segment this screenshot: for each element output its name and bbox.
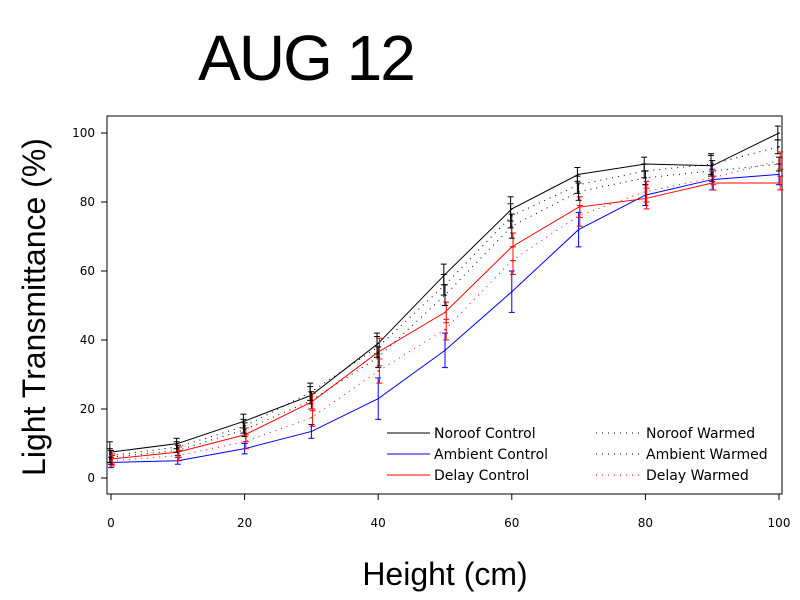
legend-item: Delay Control	[387, 468, 529, 484]
x-tick-label: 80	[638, 516, 653, 530]
series-layer	[106, 125, 784, 469]
legend-label: Delay Warmed	[646, 468, 749, 484]
error-bar	[576, 204, 583, 227]
error-bar	[510, 246, 516, 275]
data-point	[377, 370, 380, 372]
series-line	[110, 163, 780, 458]
y-axis-label: Light Transmittance (%)	[16, 138, 52, 476]
data-point	[711, 177, 713, 179]
error-bar	[574, 175, 581, 194]
data-point	[377, 397, 380, 400]
plot-frame	[106, 115, 783, 495]
data-point	[577, 173, 580, 176]
error-bar	[774, 125, 781, 141]
data-point	[444, 311, 446, 314]
data-point	[110, 456, 112, 459]
data-point	[310, 399, 313, 402]
data-point	[310, 416, 313, 419]
data-point	[577, 190, 580, 193]
series-line	[110, 182, 779, 460]
data-point	[778, 173, 780, 176]
legend-label: Noroof Control	[434, 426, 536, 442]
data-point	[377, 342, 380, 345]
error-bar	[242, 434, 249, 450]
data-point	[243, 420, 246, 422]
error-bar	[777, 175, 784, 191]
error-bar	[376, 358, 383, 384]
data-point	[644, 197, 647, 200]
x-tick-label: 20	[237, 516, 252, 530]
x-tick-label: 0	[107, 516, 115, 530]
y-axis: 0 20 40 60 80 100	[72, 126, 107, 485]
legend-item: Noroof Warmed	[596, 426, 755, 442]
error-bar	[176, 449, 182, 462]
legend-label: Ambient Warmed	[646, 447, 768, 463]
x-tick-label: 40	[371, 516, 386, 530]
chart-title: AUG 12	[198, 22, 414, 94]
data-point	[778, 159, 780, 162]
data-point	[577, 206, 580, 208]
error-bar	[643, 180, 650, 203]
data-point	[778, 146, 780, 148]
data-point	[511, 290, 513, 293]
series-line	[110, 173, 780, 463]
data-point	[110, 459, 112, 462]
y-tick-label: 40	[80, 333, 95, 347]
data-point	[444, 328, 446, 331]
error-bar	[777, 151, 784, 170]
data-point	[778, 163, 780, 165]
data-point	[711, 182, 713, 184]
legend-item: Ambient Warmed	[596, 447, 768, 463]
error-bar	[710, 170, 717, 186]
x-axis-label: Height (cm)	[362, 556, 527, 592]
y-tick-label: 0	[87, 471, 95, 485]
legend-item: Ambient Control	[387, 447, 548, 463]
series-group	[106, 139, 781, 463]
data-point	[377, 356, 380, 359]
data-point	[310, 430, 313, 433]
y-tick-label: 80	[80, 195, 95, 209]
legend-label: Ambient Control	[434, 447, 548, 463]
series-group	[108, 156, 782, 465]
legend-label: Delay Control	[434, 468, 529, 484]
series-line	[110, 160, 780, 462]
error-bar	[109, 455, 116, 467]
data-point	[511, 208, 513, 210]
legend: Noroof Control Ambient Control Delay Contr…	[387, 426, 768, 484]
data-point	[644, 190, 647, 193]
legend-label: Noroof Warmed	[646, 426, 755, 442]
legend-item: Delay Warmed	[596, 468, 749, 484]
error-bar	[309, 408, 316, 427]
series-group	[109, 151, 784, 467]
y-tick-label: 20	[80, 402, 95, 416]
data-point	[778, 132, 780, 134]
error-bar	[443, 318, 450, 341]
x-tick-label: 60	[504, 516, 519, 530]
data-point	[243, 440, 246, 443]
x-axis: 0 20 40 60 80 100	[107, 494, 790, 530]
data-point	[177, 442, 179, 445]
data-point	[243, 428, 246, 431]
legend-item: Noroof Control	[387, 426, 536, 442]
data-point	[177, 454, 179, 457]
error-bar	[240, 418, 247, 434]
data-point	[444, 294, 446, 296]
data-point	[577, 228, 580, 231]
series-group	[108, 163, 782, 469]
data-point	[577, 215, 580, 217]
y-tick-label: 100	[72, 126, 95, 140]
data-point	[778, 182, 780, 184]
data-point	[444, 349, 446, 352]
y-tick-label: 60	[80, 264, 95, 278]
data-point	[511, 225, 513, 227]
data-point	[644, 177, 647, 179]
data-point	[511, 259, 513, 262]
x-tick-label: 100	[768, 516, 791, 530]
data-point	[644, 194, 647, 196]
